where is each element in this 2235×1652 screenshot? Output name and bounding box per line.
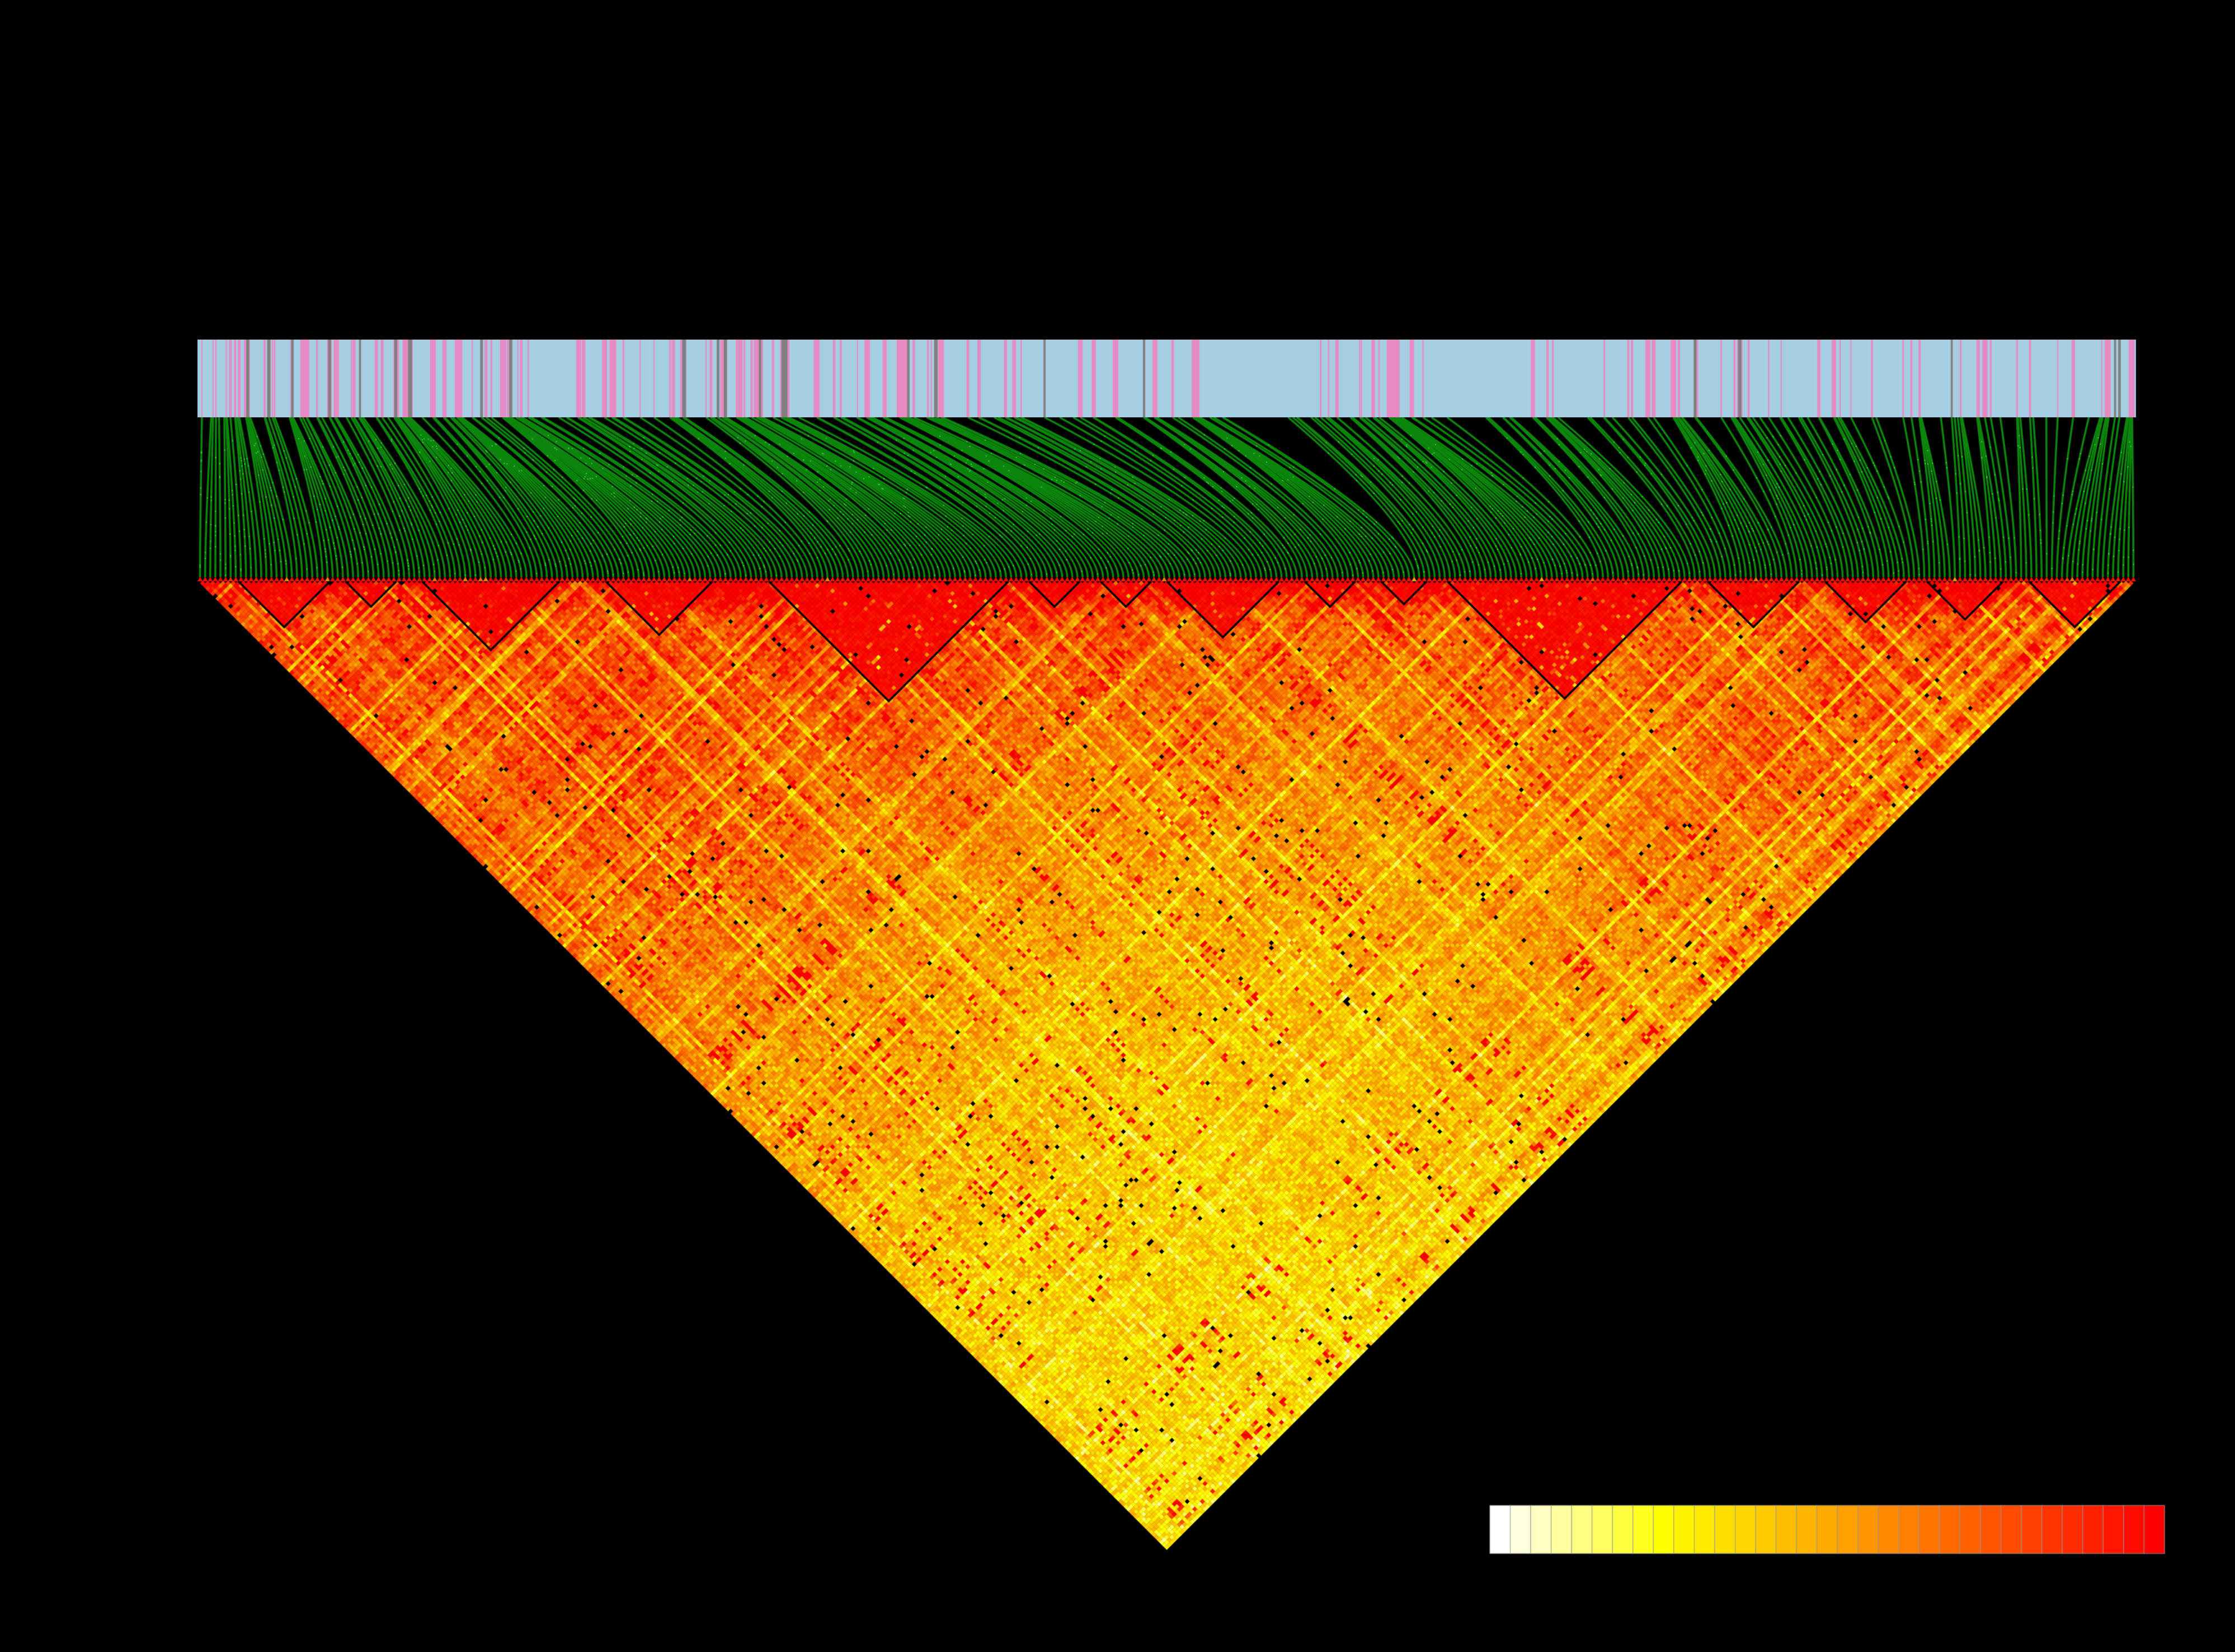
ld-triangle-heatmap: [192, 571, 2142, 1572]
position-fan-lines: [192, 417, 2142, 581]
ld-color-scale: [1484, 1500, 2170, 1559]
snp-position-track: [192, 340, 2142, 417]
